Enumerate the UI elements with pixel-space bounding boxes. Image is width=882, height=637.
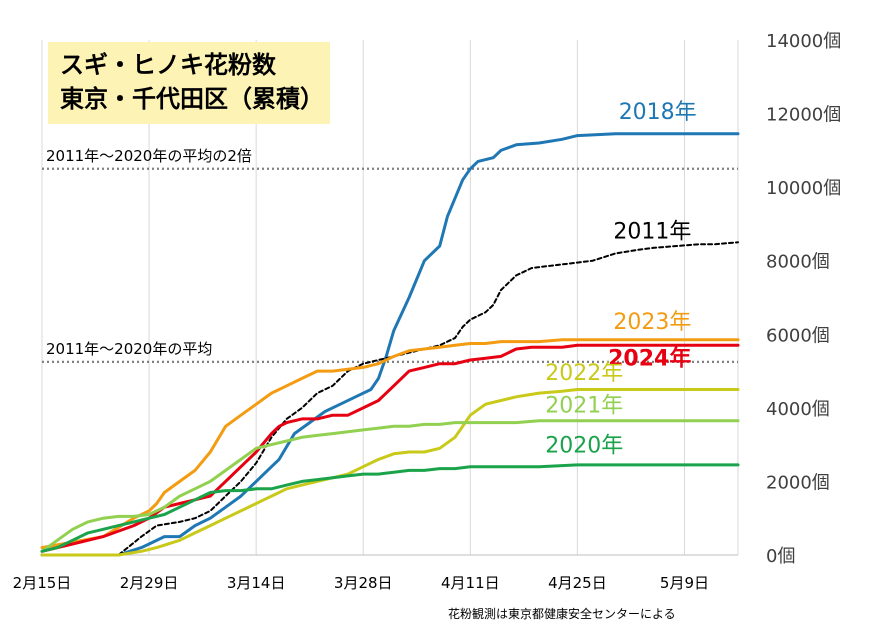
chart-title-line-2: 東京・千代田区（累積）	[60, 85, 324, 113]
y-tick-label: 14000個	[766, 31, 841, 52]
y-tick-label: 12000個	[766, 105, 841, 126]
y-tick-label: 4000個	[766, 399, 830, 420]
y-tick-label: 2000個	[766, 472, 830, 493]
reference-lines: 2011年～2020年の平均の2倍 2011年～2020年の平均	[42, 147, 738, 363]
series-line	[40, 343, 740, 553]
y-tick-label: 0個	[766, 546, 795, 567]
series-line	[40, 132, 740, 557]
x-tick-label: 5月9日	[660, 574, 709, 592]
y-tick-label: 6000個	[766, 325, 830, 346]
series-lines	[40, 132, 740, 557]
reference-line-label: 2011年～2020年の平均の2倍	[46, 147, 252, 165]
x-tick-labels: 2月15日 2月29日 3月14日 3月28日 4月11日 4月25日 5月9日	[13, 574, 709, 592]
series-line	[41, 241, 739, 556]
chart-title-box: スギ・ヒノキ花粉数 東京・千代田区（累積）	[48, 42, 330, 124]
series-label: 2011年	[613, 220, 691, 245]
x-tick-label: 3月14日	[227, 574, 286, 592]
y-tick-label: 10000個	[766, 178, 841, 199]
series-label: 2018年	[619, 100, 697, 125]
x-tick-label: 3月28日	[334, 574, 393, 592]
source-credit: 花粉観測は東京都健康安全センターによる	[448, 607, 676, 621]
series-line	[40, 463, 740, 553]
x-tick-label: 4月25日	[548, 574, 607, 592]
series-line	[40, 388, 740, 557]
chart-grid	[41, 40, 739, 556]
y-tick-label: 8000個	[766, 252, 830, 273]
x-tick-label: 2月29日	[120, 574, 179, 592]
series-label: 2021年	[545, 393, 623, 418]
series-line	[40, 419, 740, 553]
series-line	[40, 338, 740, 550]
x-tick-label: 2月15日	[13, 574, 72, 592]
chart-title-line-1: スギ・ヒノキ花粉数	[60, 51, 276, 79]
series-label: 2024年	[608, 346, 691, 372]
reference-line-label: 2011年～2020年の平均	[46, 340, 212, 358]
x-tick-label: 4月11日	[441, 574, 500, 592]
y-tick-labels: 0個 2000個 4000個 6000個 8000個 10000個 12000個 14000個	[766, 31, 841, 567]
series-label: 2022年	[545, 361, 623, 386]
series-label: 2023年	[613, 310, 691, 335]
series-label: 2020年	[545, 434, 623, 459]
